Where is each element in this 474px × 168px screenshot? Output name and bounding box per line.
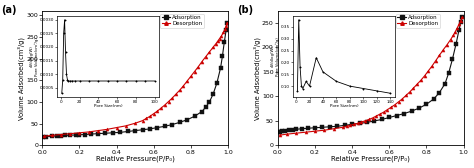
Legend: Adsorption, Desorption: Adsorption, Desorption xyxy=(396,13,440,28)
X-axis label: Relative Pressure(P/P₀): Relative Pressure(P/P₀) xyxy=(331,156,410,162)
Text: (b): (b) xyxy=(237,5,253,15)
Legend: Adsorption, Desorption: Adsorption, Desorption xyxy=(160,13,204,28)
Text: (a): (a) xyxy=(1,5,17,15)
Y-axis label: Volume Adsorbed(cm³/g): Volume Adsorbed(cm³/g) xyxy=(253,37,261,120)
X-axis label: Relative Pressure(P/P₀): Relative Pressure(P/P₀) xyxy=(96,156,174,162)
Y-axis label: Volume Adsorbed(cm³/g): Volume Adsorbed(cm³/g) xyxy=(18,37,25,120)
